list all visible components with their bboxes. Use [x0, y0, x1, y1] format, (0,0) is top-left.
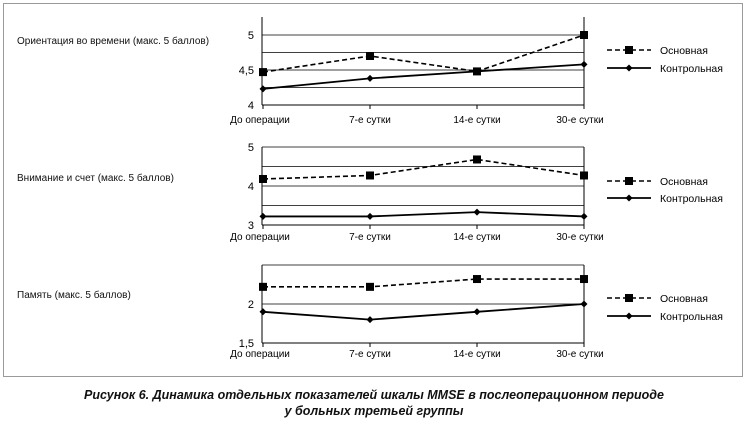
data-point-diamond: [366, 74, 374, 82]
x-tick-label: 14-е сутки: [453, 349, 500, 360]
legend-label: Основная: [660, 176, 708, 188]
panel-3-title: Память (макс. 5 баллов): [17, 290, 131, 301]
legend-label: Основная: [660, 45, 708, 57]
x-tick-label: 7-е сутки: [349, 349, 391, 360]
data-point-square: [259, 174, 267, 183]
legend-marker-square: [625, 294, 633, 302]
data-point-square: [580, 275, 588, 284]
x-tick-label: 30-е сутки: [556, 349, 603, 360]
caption-line-2: у больных третьей группы: [284, 404, 464, 418]
data-point-diamond: [473, 67, 481, 75]
y-tick-label: 2: [248, 299, 254, 311]
x-tick-label: До операции: [230, 115, 290, 126]
legend-marker-square: [625, 46, 633, 54]
legend-label: Основная: [660, 293, 708, 305]
x-tick-label: 30-е сутки: [556, 232, 603, 243]
y-tick-label: 5: [248, 30, 254, 42]
panel-2-title: Внимание и счет (макс. 5 баллов): [17, 173, 174, 184]
legend-label: Контрольная: [660, 193, 723, 205]
caption-line-1: Рисунок 6. Динамика отдельных показателе…: [84, 388, 664, 402]
legend-label: Контрольная: [660, 311, 723, 323]
data-point-diamond: [366, 212, 374, 220]
data-point-diamond: [259, 212, 267, 220]
x-tick-label: 14-е сутки: [453, 115, 500, 126]
legend-marker-square: [625, 177, 633, 185]
y-tick-label: 4,5: [239, 65, 254, 77]
y-tick-label: 1,5: [239, 338, 254, 350]
x-tick-label: До операции: [230, 349, 290, 360]
x-tick-label: 30-е сутки: [556, 115, 603, 126]
data-point-square: [473, 275, 481, 284]
y-tick-label: 3: [248, 220, 254, 232]
data-point-diamond: [473, 308, 481, 316]
data-point-square: [259, 68, 267, 77]
data-point-square: [473, 155, 481, 164]
legend-marker-diamond: [625, 64, 633, 72]
series-line: [262, 303, 585, 321]
y-tick-label: 5: [248, 142, 254, 154]
y-tick-label: 4: [248, 181, 254, 193]
legend-marker-diamond: [625, 312, 633, 320]
x-tick-label: 7-е сутки: [349, 115, 391, 126]
series-line: [263, 211, 585, 218]
data-point-square: [580, 31, 588, 39]
data-point-square: [366, 171, 374, 180]
panel-1-title: Ориентация во времени (макс. 5 баллов): [17, 36, 210, 47]
data-point-diamond: [259, 85, 267, 93]
figure-frame: [3, 3, 743, 377]
legend-label: Контрольная: [660, 63, 723, 75]
data-point-square: [366, 52, 374, 60]
series-line: [262, 158, 585, 180]
x-tick-label: 14-е сутки: [453, 232, 500, 243]
data-point-diamond: [259, 308, 267, 316]
data-point-diamond: [366, 316, 374, 324]
x-tick-label: До операции: [230, 232, 290, 243]
data-point-diamond: [473, 208, 481, 216]
y-tick-label: 4: [248, 100, 254, 112]
data-point-diamond: [580, 60, 588, 68]
data-point-diamond: [580, 212, 588, 220]
data-point-square: [366, 282, 374, 291]
data-point-diamond: [580, 300, 588, 308]
series-line: [262, 34, 585, 73]
series-line: [262, 63, 585, 90]
legend-marker-diamond: [625, 194, 633, 202]
data-point-square: [580, 171, 588, 180]
data-point-square: [259, 282, 267, 291]
x-tick-label: 7-е сутки: [349, 232, 391, 243]
series-line: [263, 278, 584, 288]
